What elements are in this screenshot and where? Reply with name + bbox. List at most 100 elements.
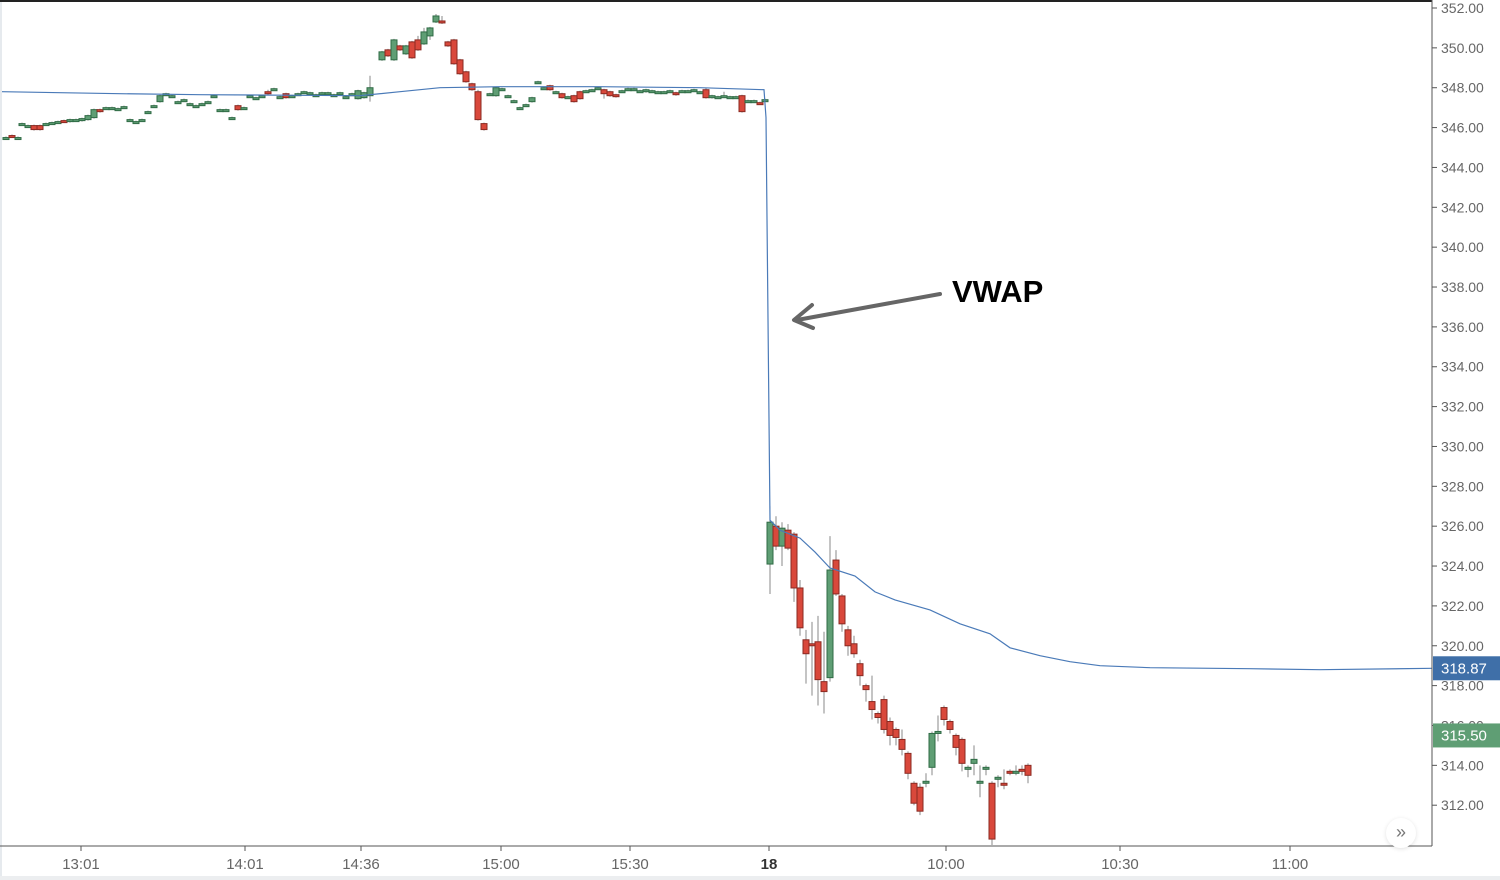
candle bbox=[648, 90, 656, 94]
candle bbox=[84, 115, 92, 121]
candle bbox=[618, 90, 626, 94]
price-axis[interactable]: 352.00 350.00 348.00 346.00 344.00 342.00 340.… bbox=[1432, 0, 1484, 813]
candle bbox=[976, 780, 984, 784]
time-tick-label: 18 bbox=[761, 856, 778, 873]
scroll-to-realtime-button[interactable]: » bbox=[1386, 818, 1416, 848]
candle bbox=[844, 629, 852, 647]
candle bbox=[874, 713, 882, 719]
svg-text:318.87: 318.87 bbox=[1441, 660, 1487, 677]
candle bbox=[342, 96, 350, 100]
candle bbox=[2, 137, 10, 141]
candle bbox=[270, 88, 278, 92]
price-tick-label: 344.00 bbox=[1441, 159, 1484, 175]
candle bbox=[36, 125, 44, 131]
candle bbox=[988, 782, 996, 840]
candle bbox=[958, 738, 966, 764]
candle bbox=[180, 99, 188, 103]
candle bbox=[396, 45, 404, 51]
candle bbox=[480, 123, 488, 131]
top-border bbox=[0, 0, 1432, 2]
candle bbox=[252, 97, 260, 101]
price-tick-label: 330.00 bbox=[1441, 438, 1484, 454]
candle bbox=[558, 93, 566, 99]
candle bbox=[546, 85, 554, 91]
candle bbox=[498, 88, 506, 92]
time-tick-label: 15:00 bbox=[482, 856, 520, 873]
candle bbox=[934, 730, 942, 734]
candle bbox=[450, 39, 458, 65]
candle bbox=[928, 732, 936, 768]
candle bbox=[732, 96, 740, 100]
candle bbox=[462, 71, 470, 83]
candle bbox=[432, 15, 440, 23]
candle bbox=[790, 533, 798, 589]
candle bbox=[510, 100, 518, 104]
candle bbox=[862, 685, 870, 691]
price-tick-label: 350.00 bbox=[1441, 40, 1484, 56]
candle bbox=[696, 91, 704, 95]
candle bbox=[30, 125, 38, 131]
candle bbox=[306, 92, 314, 96]
price-tick-label: 340.00 bbox=[1441, 239, 1484, 255]
candle bbox=[72, 119, 80, 123]
price-tick-label: 322.00 bbox=[1441, 598, 1484, 614]
time-axis[interactable]: 13:01 14:01 14:36 15:00 15:30 18 10:00 10:30 11:… bbox=[62, 846, 1308, 873]
candle bbox=[420, 31, 428, 45]
price-tick-label: 312.00 bbox=[1441, 797, 1484, 813]
price-tick-label: 352.00 bbox=[1441, 0, 1484, 16]
candle bbox=[982, 766, 990, 770]
candle bbox=[8, 135, 16, 139]
candle bbox=[516, 107, 524, 111]
candle bbox=[1000, 782, 1008, 786]
candle bbox=[630, 88, 638, 92]
candle bbox=[766, 521, 774, 565]
last-price-tag: 315.50 bbox=[1433, 723, 1500, 748]
candle bbox=[552, 91, 560, 95]
candle bbox=[426, 27, 434, 37]
candle bbox=[222, 109, 230, 113]
candle bbox=[606, 91, 614, 97]
candle bbox=[808, 643, 816, 647]
candle bbox=[1006, 770, 1014, 774]
price-candles bbox=[2, 13, 1032, 846]
candle bbox=[802, 639, 810, 655]
candle bbox=[832, 559, 840, 595]
candle bbox=[534, 81, 542, 85]
candle bbox=[234, 105, 242, 111]
candle bbox=[678, 90, 686, 94]
candle bbox=[324, 92, 332, 96]
candle bbox=[1024, 764, 1032, 776]
candle bbox=[144, 111, 152, 115]
candle bbox=[952, 734, 960, 748]
candle bbox=[720, 95, 728, 99]
candle bbox=[456, 59, 464, 75]
candle bbox=[922, 780, 930, 784]
double-chevron-right-icon: » bbox=[1395, 822, 1406, 842]
candle bbox=[336, 92, 344, 96]
price-tick-label: 320.00 bbox=[1441, 638, 1484, 654]
candle bbox=[868, 701, 876, 711]
candle bbox=[814, 641, 822, 681]
candle bbox=[880, 699, 888, 730]
candle bbox=[150, 105, 158, 109]
candle bbox=[886, 720, 894, 736]
time-tick-label: 11:00 bbox=[1272, 856, 1308, 873]
candle bbox=[60, 120, 68, 124]
candle bbox=[174, 101, 182, 105]
candle bbox=[946, 720, 954, 730]
candle bbox=[564, 96, 572, 100]
arrow-shaft bbox=[795, 292, 942, 322]
candle bbox=[570, 95, 578, 103]
candle bbox=[102, 107, 110, 111]
candle bbox=[198, 103, 206, 107]
candle bbox=[138, 119, 146, 123]
candle bbox=[1018, 768, 1026, 772]
candle bbox=[642, 89, 650, 93]
candle bbox=[318, 92, 326, 96]
candle bbox=[474, 91, 482, 121]
time-tick-label: 14:36 bbox=[342, 856, 380, 873]
candle bbox=[892, 728, 900, 738]
candle bbox=[576, 91, 584, 100]
